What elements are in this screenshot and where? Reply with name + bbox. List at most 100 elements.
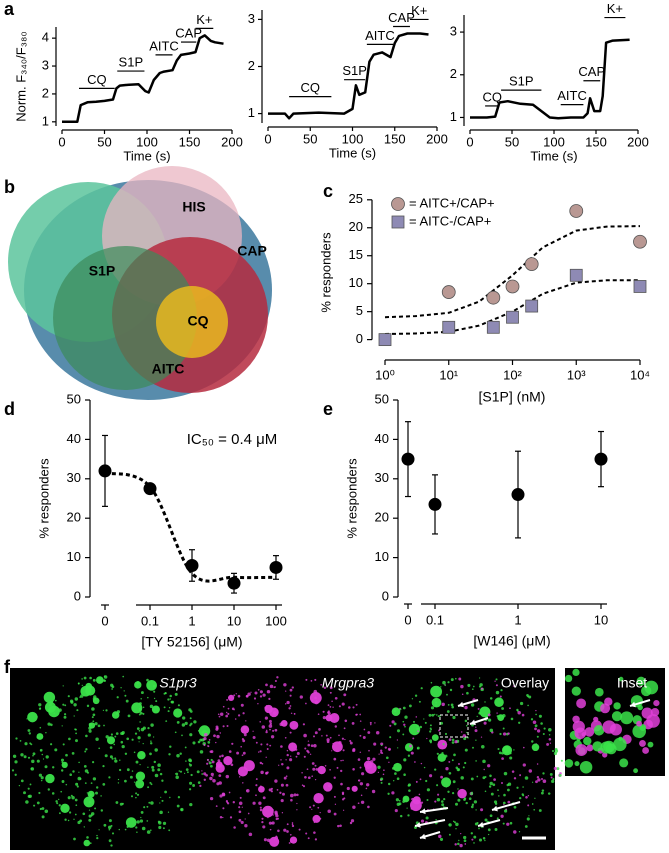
legend-label: = AITC+/CAP+ bbox=[409, 195, 495, 210]
cell-signal bbox=[216, 734, 220, 739]
cell-signal bbox=[334, 803, 337, 805]
cell-signal bbox=[286, 753, 289, 757]
cell-signal bbox=[174, 692, 178, 696]
cell-signal bbox=[397, 747, 399, 749]
cell-signal bbox=[451, 705, 454, 709]
cell-signal bbox=[394, 809, 398, 813]
cell-signal bbox=[268, 697, 271, 701]
cell-signal bbox=[95, 791, 98, 795]
cell-signal bbox=[136, 820, 140, 824]
cell-signal bbox=[206, 762, 209, 765]
cell-signal bbox=[455, 827, 457, 830]
cell-signal bbox=[226, 724, 229, 728]
cell-signal bbox=[503, 803, 505, 806]
cell-signal bbox=[478, 711, 482, 715]
cell-signal bbox=[513, 830, 517, 834]
cell-signal bbox=[235, 693, 237, 695]
cell-signal bbox=[216, 782, 220, 786]
cell-signal bbox=[285, 775, 288, 777]
cell-signal bbox=[241, 806, 243, 808]
cell-signal bbox=[500, 814, 504, 818]
cell-signal bbox=[351, 721, 355, 725]
data-point bbox=[143, 482, 157, 496]
cell-signal bbox=[211, 760, 215, 764]
cell-signal bbox=[274, 779, 278, 783]
cell-signal bbox=[474, 729, 478, 733]
cell-signal bbox=[310, 680, 313, 682]
cell-signal bbox=[83, 796, 95, 808]
cell-signal bbox=[244, 818, 246, 820]
cell-signal bbox=[460, 684, 464, 689]
cell-signal bbox=[550, 776, 553, 779]
panel-label: a bbox=[4, 0, 15, 19]
cell-signal bbox=[426, 788, 431, 792]
venn-label: AITC bbox=[152, 361, 185, 377]
cell-signal bbox=[317, 713, 320, 716]
cell-signal bbox=[350, 819, 355, 823]
cell-signal bbox=[447, 704, 450, 706]
cell-signal bbox=[329, 686, 333, 690]
cell-signal bbox=[11, 769, 15, 772]
venn-circle bbox=[156, 286, 228, 358]
cell-signal bbox=[279, 722, 283, 727]
cell-signal bbox=[286, 700, 290, 705]
cell-signal bbox=[179, 752, 182, 755]
x-axis-label: [W146] (μM) bbox=[473, 633, 550, 649]
cell-signal bbox=[222, 807, 225, 810]
cell-signal bbox=[63, 713, 67, 716]
cell-signal bbox=[462, 766, 465, 769]
cell-signal bbox=[613, 702, 621, 710]
cell-signal bbox=[482, 837, 486, 840]
cell-signal bbox=[304, 775, 307, 779]
y-tick-label: 20 bbox=[67, 510, 81, 525]
cell-signal bbox=[403, 773, 406, 776]
cell-signal bbox=[454, 821, 456, 824]
cell-signal bbox=[448, 823, 452, 827]
cell-signal bbox=[441, 751, 444, 755]
cell-signal bbox=[464, 705, 468, 710]
cell-signal bbox=[453, 753, 456, 757]
cell-signal bbox=[29, 783, 32, 786]
cell-signal bbox=[407, 814, 410, 817]
cell-signal bbox=[125, 817, 137, 828]
cell-signal bbox=[36, 733, 44, 740]
cell-signal bbox=[293, 713, 296, 715]
cell-signal bbox=[238, 818, 242, 822]
cell-signal bbox=[68, 737, 71, 741]
x-tick-label: 150 bbox=[179, 134, 201, 149]
cell-signal bbox=[457, 788, 467, 799]
cell-signal bbox=[458, 677, 462, 681]
cell-signal bbox=[225, 774, 230, 779]
cell-signal bbox=[108, 839, 112, 843]
data-point bbox=[633, 280, 647, 293]
cell-signal bbox=[119, 759, 121, 761]
cell-signal bbox=[393, 722, 397, 726]
cell-signal bbox=[475, 739, 477, 741]
cell-signal bbox=[501, 707, 505, 710]
cell-signal bbox=[423, 718, 425, 720]
cell-signal bbox=[355, 703, 358, 706]
cell-signal bbox=[151, 705, 160, 714]
cell-signal bbox=[343, 727, 346, 730]
cell-signal bbox=[463, 839, 467, 843]
cell-signal bbox=[136, 831, 138, 833]
cell-signal bbox=[296, 802, 298, 805]
cell-signal bbox=[36, 716, 38, 718]
cell-signal bbox=[389, 736, 392, 739]
cell-signal bbox=[201, 770, 203, 772]
cell-signal bbox=[291, 686, 294, 689]
cell-signal bbox=[44, 765, 48, 769]
cell-signal bbox=[431, 713, 435, 717]
cell-signal bbox=[162, 827, 165, 830]
cell-signal bbox=[237, 694, 241, 698]
cell-signal bbox=[136, 727, 140, 730]
micrograph-panel: S1pr3 Mrgpra3 Overlay Inset bbox=[10, 668, 665, 850]
image-label: Inset bbox=[617, 675, 647, 691]
cell-signal bbox=[457, 842, 460, 846]
cell-signal bbox=[74, 728, 76, 731]
cell-signal bbox=[484, 790, 487, 793]
cell-signal bbox=[160, 796, 162, 798]
cell-signal bbox=[168, 829, 171, 832]
cell-signal bbox=[60, 758, 65, 762]
cell-signal bbox=[593, 725, 605, 736]
